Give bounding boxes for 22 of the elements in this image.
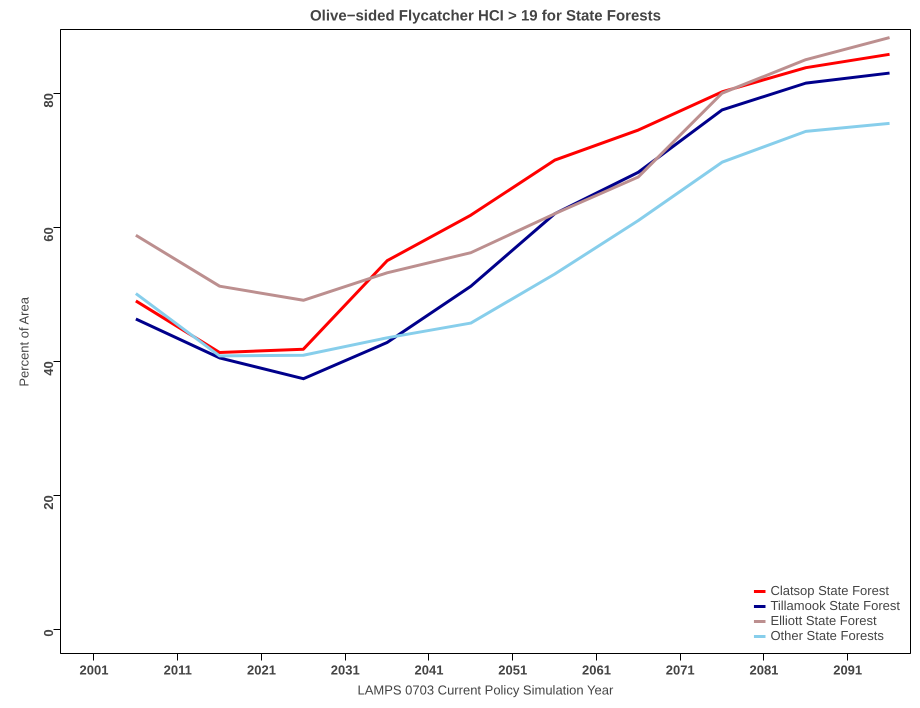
x-tick-label: 2091 <box>833 662 862 678</box>
x-tick-label: 2031 <box>330 662 360 678</box>
legend-label: Tillamook State Forest <box>770 598 900 613</box>
x-tick-label: 2021 <box>247 662 276 678</box>
x-tick-label: 2001 <box>80 662 108 678</box>
x-tick-label: 2071 <box>666 662 695 678</box>
x-tick-label: 2051 <box>498 662 528 678</box>
x-tick-label: 2011 <box>164 662 192 678</box>
y-axis-title: Percent of Area <box>16 296 32 387</box>
x-tick-label: 2061 <box>582 662 611 678</box>
y-tick-label: 60 <box>41 227 56 242</box>
y-tick-label: 40 <box>41 361 56 376</box>
x-tick-label: 2081 <box>749 662 778 678</box>
x-axis-title: LAMPS 0703 Current Policy Simulation Year <box>357 682 614 698</box>
legend-label: Clatsop State Forest <box>770 583 889 598</box>
y-tick-label: 0 <box>41 629 56 637</box>
chart-title: Olive−sided Flycatcher HCI > 19 for State Forests <box>310 8 661 24</box>
y-tick-label: 20 <box>41 495 56 510</box>
y-tick-label: 80 <box>41 93 56 108</box>
legend-label: Other State Forests <box>770 628 884 643</box>
x-tick-label: 2041 <box>414 662 444 678</box>
legend-label: Elliott State Forest <box>770 613 877 628</box>
